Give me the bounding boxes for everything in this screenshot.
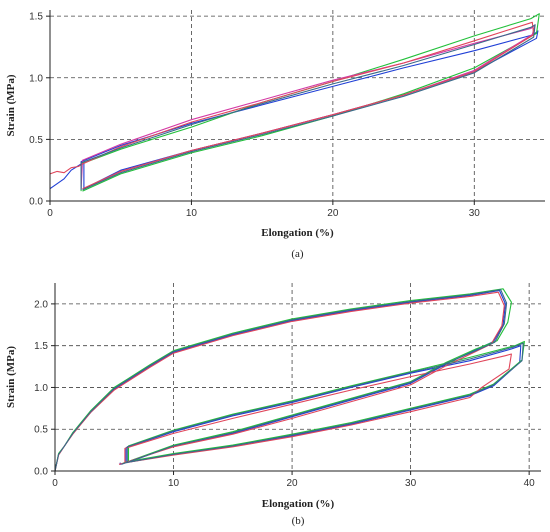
series-line-4 (54, 289, 524, 472)
y-tick-label: 1.0 (34, 383, 48, 394)
x-tick-label: 0 (47, 208, 53, 219)
y-tick-label: 0.5 (29, 135, 43, 146)
x-axis-label: Elongation (%) (261, 227, 334, 239)
x-tick-label: 30 (469, 208, 481, 219)
panel-label: (b) (292, 515, 305, 527)
chart-panel-a: 0 10 20 30 0.0 0.5 1.0 1.5 Elongation (%) Strain … (5, 10, 545, 260)
panel-label: (a) (291, 248, 304, 260)
y-tick-label: 1.0 (29, 73, 43, 84)
y-tick-label: 2.0 (34, 299, 48, 310)
series-line-4 (49, 21, 535, 190)
x-tick-label: 40 (524, 478, 536, 489)
series-line-2 (54, 288, 525, 472)
x-axis-label: Elongation (%) (262, 498, 335, 510)
y-tick-label: 1.5 (29, 12, 43, 23)
y-axis-label: Strain (MPa) (5, 74, 17, 136)
y-tick-label: 1.5 (34, 341, 48, 352)
x-tick-label: 10 (168, 478, 180, 489)
y-tick-label: 0.0 (29, 197, 43, 208)
y-tick-label: 0.0 (34, 467, 48, 478)
series-line-5 (80, 24, 536, 191)
chart-panel-b: 0 10 20 30 40 0.0 0.5 1.0 1.5 2.0 Elongation (%) St… (5, 283, 541, 527)
x-tick-label: 30 (405, 478, 417, 489)
y-axis-label: Strain (MPa) (5, 346, 17, 408)
series-line-1 (49, 30, 539, 190)
y-tick-label: 0.5 (34, 425, 48, 436)
x-tick-label: 20 (287, 478, 299, 489)
series-line-3 (54, 291, 512, 472)
x-tick-label: 0 (52, 478, 58, 489)
x-tick-label: 10 (186, 208, 198, 219)
series-line-2 (80, 13, 540, 192)
x-tick-label: 20 (327, 208, 339, 219)
